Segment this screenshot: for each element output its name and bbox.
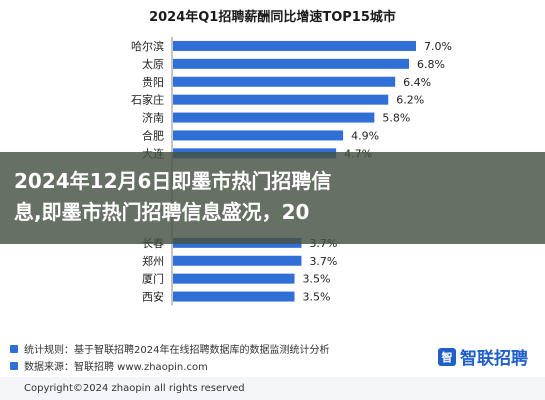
headline-line-1: 2024年12月6日即墨市热门招聘信 [14,169,332,193]
value-label: 3.7% [309,255,337,268]
value-label: 7.0% [424,40,452,53]
category-label: 济南 [142,111,164,125]
brand-name: 智联招聘 [460,349,528,369]
copyright-bar: Copyright©2024 zhaopin all rights reserv… [0,377,545,400]
value-label: 3.5% [303,291,331,304]
bar [173,130,344,141]
value-label: 4.9% [351,129,379,142]
headline-line-2: 息,即墨市热门招聘信息盛况，20 [14,200,310,224]
bar [173,94,389,105]
stat-rule-note: 统计规则：基于智联招聘2024年在线招聘数据库的数据监测统计分析 [10,341,329,356]
bar [173,76,396,87]
category-label: 西安 [142,290,164,304]
bar [173,58,410,69]
category-label: 贵阳 [142,76,164,89]
bar [173,291,295,302]
value-label: 3.5% [303,273,331,286]
value-label: 6.2% [396,94,424,107]
category-label: 厦门 [142,272,164,286]
stat-rule-text: 统计规则：基于智联招聘2024年在线招聘数据库的数据监测统计分析 [24,345,330,356]
category-label: 石家庄 [131,93,164,107]
data-source-note: 数据来源：智联招聘 www.zhaopin.com [10,358,208,373]
category-label: 郑州 [142,254,164,268]
value-label: 6.4% [403,76,431,89]
headline-overlay [0,152,545,244]
chart-title: 2024年Q1招聘薪酬同比增速TOP15城市 [149,10,396,25]
rule-icon [10,344,18,353]
value-label: 6.8% [417,58,445,71]
bar [173,40,416,51]
category-label: 哈尔滨 [131,39,164,53]
category-label: 太原 [142,58,164,71]
value-label: 5.8% [382,112,410,125]
bar [173,273,295,284]
category-label: 合肥 [142,128,164,142]
bar [173,112,375,123]
bar [173,255,302,266]
headline-text: 2024年12月6日即墨市热门招聘信 息,即墨市热门招聘信息盛况，20 [14,166,534,228]
data-source-text: 数据来源：智联招聘 www.zhaopin.com [24,362,208,373]
brand-mark-icon: 智 [438,347,456,366]
brand-logo: 智 智联招聘 [438,344,528,369]
source-icon [10,361,18,370]
